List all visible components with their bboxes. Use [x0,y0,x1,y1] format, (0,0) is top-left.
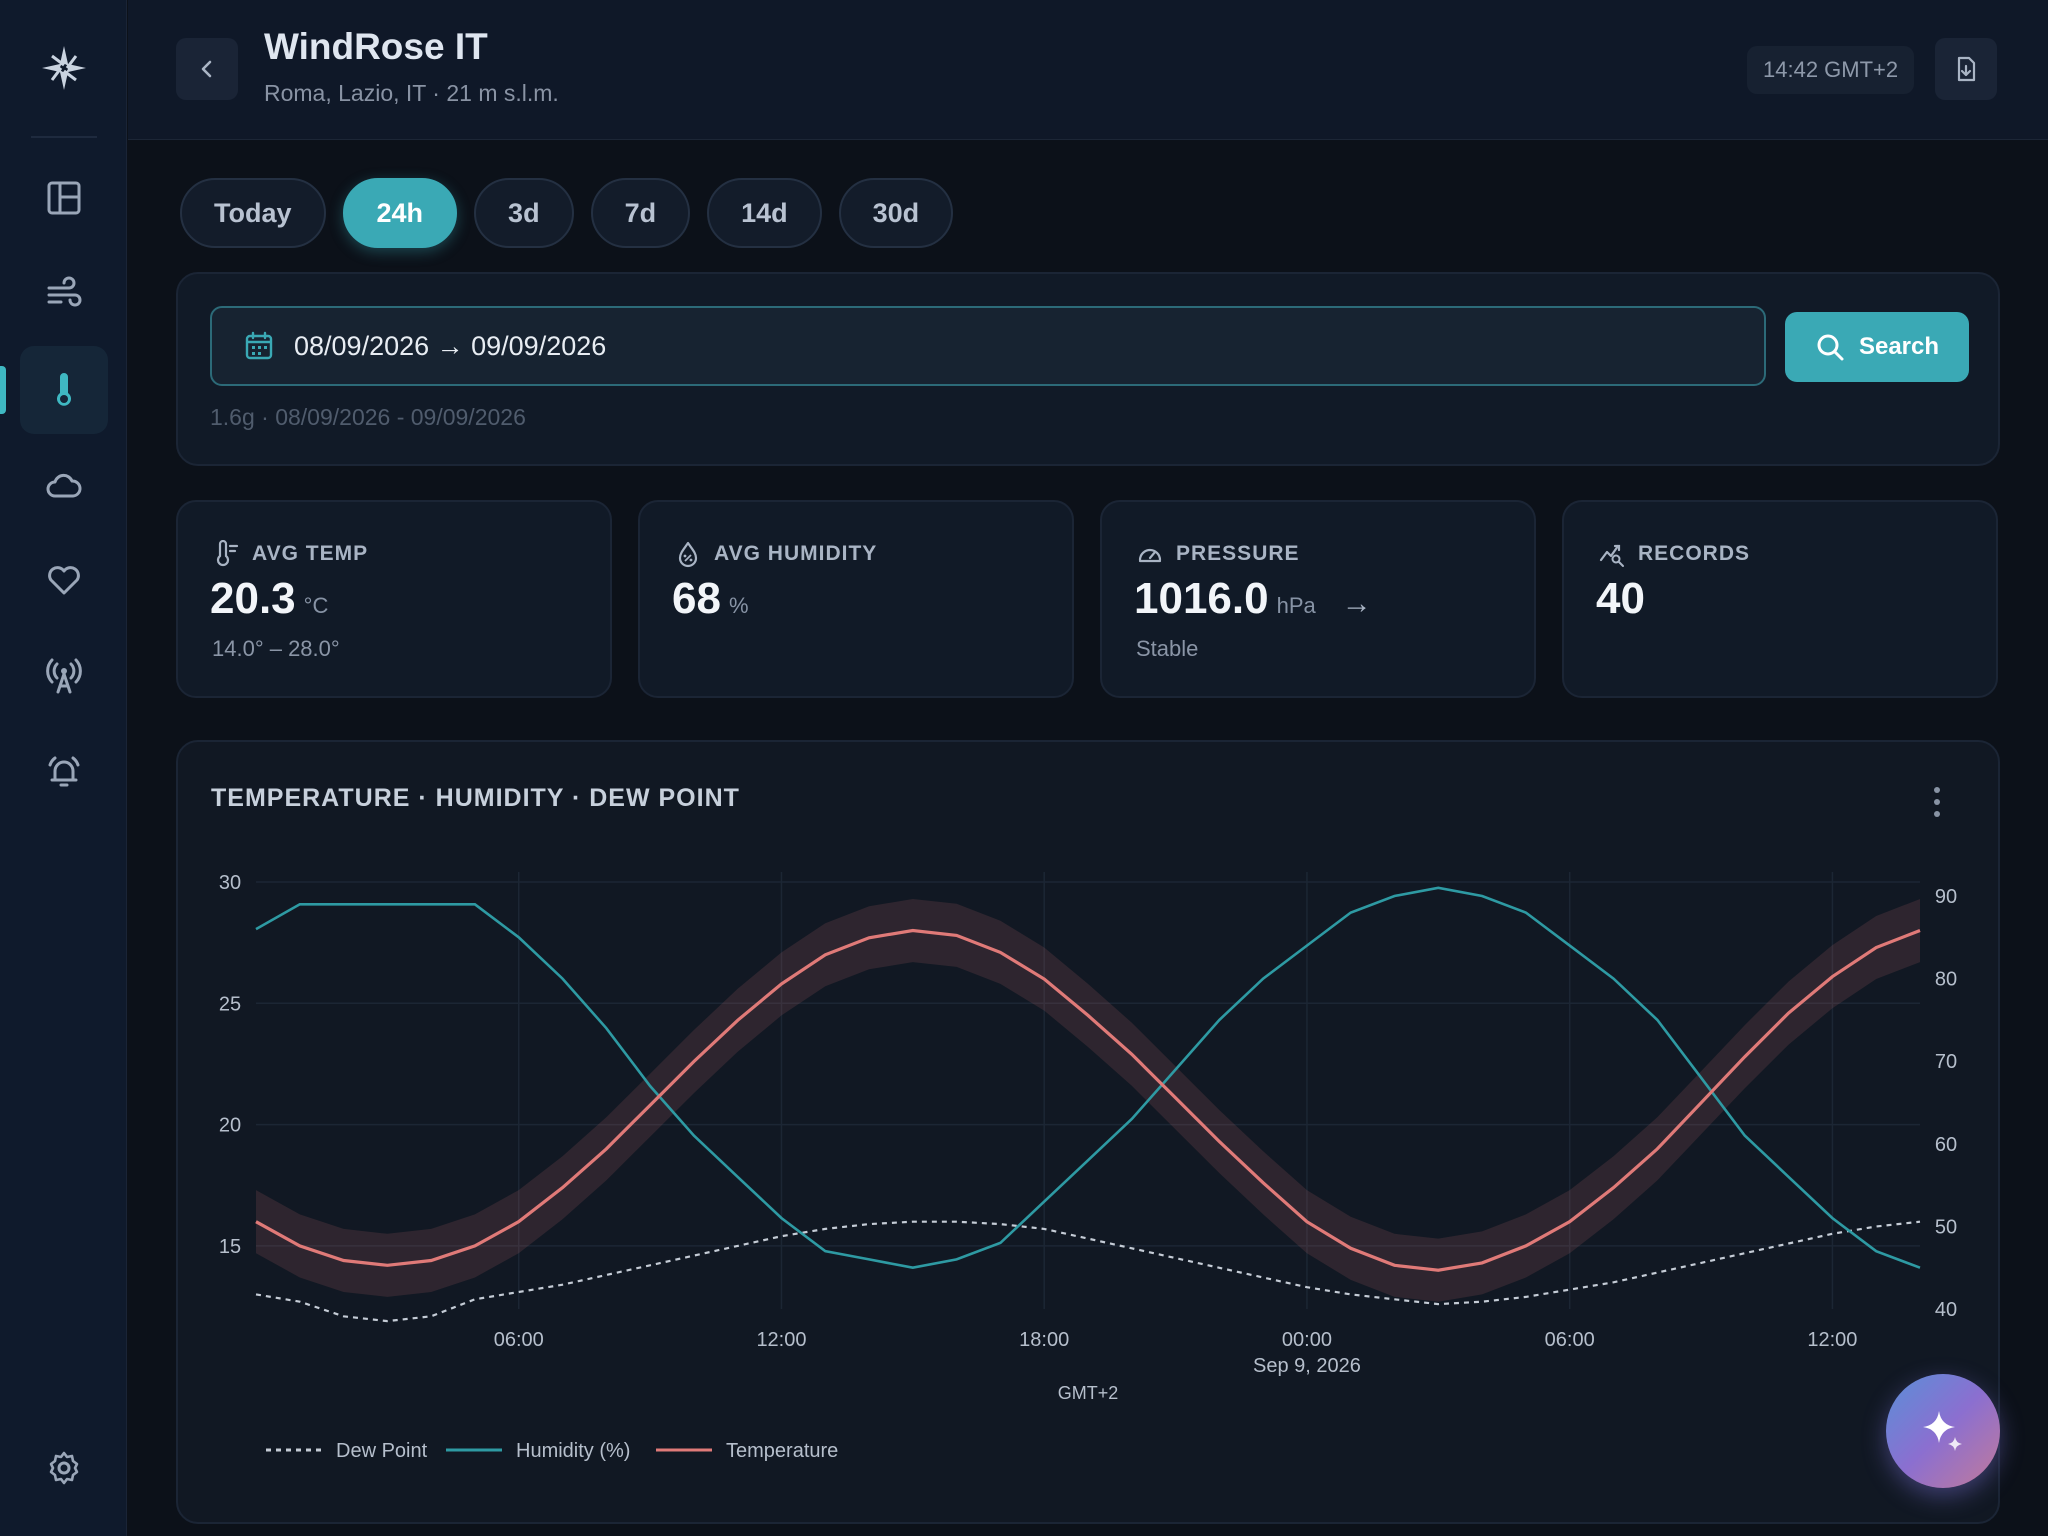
pressure-status: Stable [1136,636,1199,661]
wind-icon [47,276,82,307]
chart-menu-button[interactable] [1922,782,1952,822]
sidebar-item-dashboard[interactable] [20,154,108,242]
settings-icon [49,1451,79,1485]
sidebar-item-alerts[interactable] [20,728,108,816]
x-tick-label: 12:00 [756,1329,806,1351]
x-tick-label: 00:00 [1282,1329,1332,1351]
pressure-label: PRESSURE [1176,542,1300,565]
search-button[interactable]: Search [1785,312,1969,382]
header: WindRose IT Roma, Lazio, IT · 21 m s.l.m… [128,0,2048,140]
droplet-icon [678,541,698,568]
x-axis-timezone-label: GMT+2 [1058,1383,1119,1403]
records-label: RECORDS [1638,542,1751,565]
cloud-icon [46,473,82,498]
avg-temp-card: AVG TEMP 20.3 °C 14.0° – 28.0° [176,500,612,698]
x-tick-label: 06:00 [494,1329,544,1351]
heart-icon [48,566,80,595]
y-left-tick-label: 30 [219,872,241,894]
pressure-value: 1016.0 [1134,574,1269,623]
temp-range: 14.0° – 28.0° [212,636,340,661]
chart-search-icon [1599,544,1624,567]
sidebar-active-indicator [0,366,6,414]
pressure-unit: hPa [1276,593,1316,618]
menu-dot [1934,799,1940,805]
y-right-tick-label: 40 [1935,1299,1957,1321]
thermometer-icon [216,540,239,567]
temperature-band [256,899,1920,1302]
y-right-tick-label: 70 [1935,1051,1957,1073]
local-time-badge: 14:42 GMT+2 [1747,46,1915,94]
legend-label: Temperature [726,1440,838,1462]
legend-label: Humidity (%) [516,1440,630,1462]
thermometer-icon [57,373,71,406]
export-button[interactable] [1935,38,1997,100]
sidebar-item-wind[interactable] [20,250,108,338]
range-tabs: Today 24h 3d 7d 14d 30d [180,178,954,248]
tab-7d[interactable]: 7d [590,178,691,248]
y-right-tick-label: 60 [1935,1134,1957,1156]
weather-chart-card: TEMPERATURE · HUMIDITY · DEW POINT 15 20 2… [176,740,2000,1524]
date-range-card: 08/09/2026 → 09/09/2026 Search 1.6g · 08… [176,272,2000,466]
y-right-tick-label: 50 [1935,1216,1957,1238]
sidebar-divider [31,136,97,138]
antenna-icon [46,658,82,694]
y-right-tick-label: 80 [1935,969,1957,991]
y-right-tick-label: 90 [1935,886,1957,908]
y-left-tick-label: 20 [219,1115,241,1137]
date-range-value: 08/09/2026 → 09/09/2026 [294,330,607,361]
x-tick-label: 18:00 [1019,1329,1069,1351]
menu-dot [1934,787,1940,793]
y-left-tick-label: 25 [219,993,241,1015]
x-tick-label: 12:00 [1807,1329,1857,1351]
search-button-label: Search [1858,333,1940,360]
back-button[interactable] [176,38,238,100]
compass-logo-icon[interactable] [40,44,88,92]
legend-label: Dew Point [336,1440,428,1462]
calendar-icon [245,331,273,360]
sparkle-icon [1923,1411,1962,1451]
humidity-line [255,886,1921,1270]
avg-humidity-card: AVG HUMIDITY 68 % [638,500,1074,698]
tab-3d[interactable]: 3d [474,178,574,248]
chart-title: TEMPERATURE · HUMIDITY · DEW POINT [211,784,740,812]
pressure-trend-icon: → [1341,587,1372,620]
sidebar-item-stations[interactable] [20,632,108,720]
tab-14d[interactable]: 14d [707,178,822,248]
avg-humidity-label: AVG HUMIDITY [714,542,878,565]
station-location: Roma, Lazio, IT · 21 m s.l.m. [264,80,559,106]
x-tick-sublabel: Sep 9, 2026 [1253,1355,1361,1377]
avg-temp-value: 20.3 [210,574,296,623]
tab-24h[interactable]: 24h [342,178,458,248]
tab-today[interactable]: Today [180,178,326,248]
y-left-tick-label: 15 [219,1236,241,1258]
sidebar-item-health[interactable] [20,536,108,624]
weather-chart[interactable]: 15 20 25 30 06:00 12:00 18:00 00:00 Sep 9, 2026 0… [178,742,2002,1526]
avg-humidity-unit: % [728,593,749,618]
records-value: 40 [1596,574,1645,623]
temperature-line [255,928,1921,1272]
x-tick-label: 06:00 [1545,1329,1595,1351]
ai-assistant-button[interactable] [1886,1374,2000,1488]
date-range-hint: 1.6g · 08/09/2026 - 09/09/2026 [210,404,526,430]
avg-temp-label: AVG TEMP [252,542,369,565]
avg-temp-unit: °C [303,593,329,618]
sidebar [0,0,127,1536]
date-range-input[interactable]: 08/09/2026 → 09/09/2026 [210,306,1766,386]
dashboard-icon [47,181,81,215]
records-card: RECORDS 40 [1562,500,1998,698]
gauge-icon [1138,548,1162,563]
menu-dot [1934,811,1940,817]
alarm-icon [48,756,80,787]
sidebar-item-temperature[interactable] [20,346,108,434]
sidebar-item-weather[interactable] [20,442,108,530]
tab-30d[interactable]: 30d [838,178,954,248]
search-icon [1817,334,1844,361]
station-title: WindRose IT [264,26,488,67]
avg-humidity-value: 68 [672,574,721,623]
file-download-icon [1957,56,1976,82]
pressure-card: PRESSURE 1016.0 hPa → Stable [1100,500,1536,698]
chevron-left-icon [201,60,212,78]
dew-point-line [255,1220,1921,1323]
sidebar-item-settings[interactable] [20,1424,108,1512]
